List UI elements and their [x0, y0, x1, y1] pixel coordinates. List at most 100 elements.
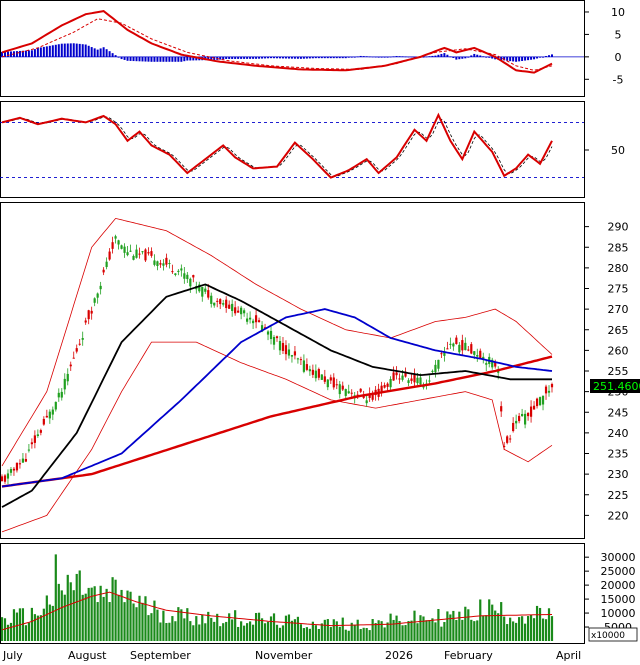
- candle-body: [219, 299, 222, 305]
- macd-histogram-bar: [174, 56, 177, 62]
- volume-axis-tick-label: 15000: [601, 593, 636, 606]
- macd-histogram-bar: [150, 56, 153, 62]
- macd-histogram-bar: [255, 56, 258, 59]
- macd-histogram-bar: [482, 56, 485, 58]
- candle-body: [431, 370, 434, 372]
- candle-body: [207, 290, 210, 298]
- candle-body: [550, 384, 554, 388]
- volume-bar: [210, 617, 213, 641]
- volume-bar: [500, 602, 503, 641]
- candle-body: [287, 349, 291, 356]
- candle-body: [464, 342, 467, 351]
- volume-bar: [135, 607, 138, 641]
- candle-body: [162, 263, 165, 266]
- candle-body: [299, 359, 303, 361]
- macd-histogram-bar: [66, 43, 69, 57]
- volume-ma-line: [1, 591, 552, 631]
- volume-bar: [550, 616, 554, 641]
- volume-bar: [293, 619, 297, 641]
- macd-histogram-bar: [243, 56, 246, 59]
- macd-histogram-bar: [129, 56, 132, 61]
- macd-histogram-bar: [431, 55, 434, 57]
- candle-body: [362, 396, 365, 398]
- candle-body: [165, 257, 168, 265]
- ma-red-line: [1, 355, 553, 488]
- candle-body: [135, 249, 138, 258]
- candle-body: [126, 252, 129, 256]
- macd-histogram-bar: [246, 56, 249, 59]
- macd-histogram-bar: [464, 56, 467, 59]
- macd-axis-tick-label: -5: [613, 73, 624, 86]
- volume-bar: [111, 577, 114, 641]
- candle-body: [213, 302, 216, 306]
- volume-bar: [344, 629, 347, 641]
- volume-bar: [45, 595, 48, 641]
- volume-bar: [509, 617, 512, 641]
- macd-histogram-bar: [386, 56, 389, 58]
- candle-body: [455, 337, 458, 344]
- candle-body: [535, 398, 539, 407]
- macd-histogram-bar: [33, 49, 36, 57]
- candle-body: [39, 430, 42, 433]
- macd-histogram-bar: [410, 56, 413, 58]
- macd-histogram-bar: [84, 44, 87, 57]
- macd-histogram-bar: [533, 56, 536, 60]
- macd-histogram-bar: [314, 56, 317, 59]
- macd-histogram-bar: [231, 56, 234, 59]
- candle-body: [302, 360, 306, 372]
- volume-bar: [275, 624, 279, 641]
- volume-bar: [538, 607, 542, 641]
- macd-histogram-bar: [126, 56, 129, 61]
- volume-bar: [467, 609, 470, 641]
- volume-bar: [320, 623, 323, 641]
- candle-body: [30, 442, 33, 445]
- candle-body: [541, 395, 545, 405]
- macd-histogram-bar: [404, 56, 407, 58]
- macd-histogram-bar: [54, 44, 57, 57]
- volume-bar: [368, 630, 371, 641]
- volume-bar: [362, 627, 365, 641]
- volume-bar: [395, 615, 398, 641]
- volume-bar: [296, 616, 300, 641]
- candle-body: [69, 364, 72, 367]
- macd-histogram-bar: [323, 56, 326, 59]
- candle-body: [108, 251, 111, 260]
- candle-body: [323, 376, 326, 382]
- candle-body: [246, 318, 249, 322]
- volume-bar: [532, 618, 536, 641]
- candle-body: [84, 320, 87, 323]
- volume-bar: [479, 599, 482, 641]
- macd-histogram-bar: [395, 56, 398, 57]
- candle-body: [398, 378, 401, 380]
- macd-histogram-bar: [509, 56, 512, 62]
- price-axis-tick-label: 285: [608, 241, 629, 254]
- candle-body: [189, 278, 192, 287]
- macd-histogram-bar: [290, 56, 293, 59]
- price-axis-tick-label: 280: [608, 262, 629, 275]
- volume-bar: [350, 622, 353, 641]
- candle-body: [335, 384, 338, 386]
- candle-body: [54, 401, 57, 410]
- candle-body: [231, 303, 234, 311]
- volume-bar: [335, 621, 338, 641]
- price-axis-tick-label: 245: [608, 406, 629, 419]
- candle-body: [78, 343, 81, 345]
- macd-histogram-bar: [338, 56, 341, 59]
- candle-body: [314, 370, 317, 379]
- volume-bar: [257, 612, 261, 641]
- macd-histogram-bar: [506, 56, 509, 61]
- volume-bar: [455, 620, 458, 641]
- volume-bar: [446, 611, 449, 641]
- volume-bar: [63, 594, 66, 641]
- macd-histogram-bar: [446, 54, 449, 57]
- macd-histogram-bar: [545, 56, 548, 57]
- candle-body: [263, 327, 267, 329]
- macd-histogram-bar: [512, 56, 515, 62]
- macd-histogram-bar: [39, 47, 42, 57]
- candle-body: [410, 378, 413, 381]
- macd-histogram-bar: [30, 50, 33, 57]
- macd-histogram-bar: [407, 56, 410, 58]
- price-axis-tick-label: 220: [608, 509, 629, 522]
- volume-bar: [42, 608, 45, 641]
